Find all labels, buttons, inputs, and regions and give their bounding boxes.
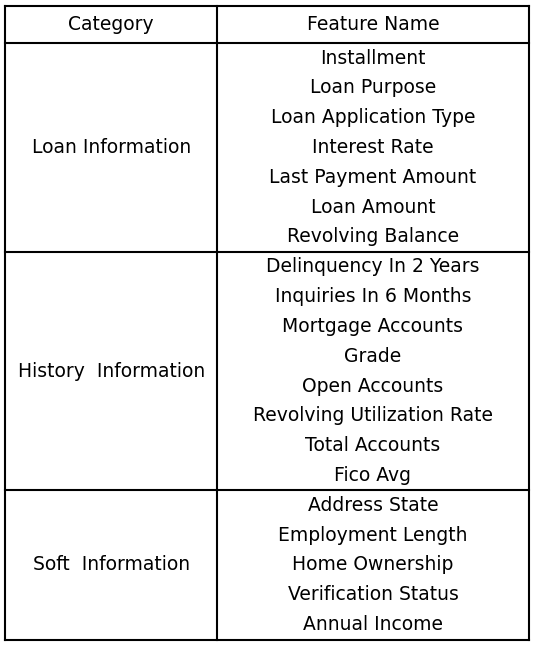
- Text: Delinquency In 2 Years: Delinquency In 2 Years: [266, 257, 480, 276]
- Text: History  Information: History Information: [18, 362, 205, 380]
- Text: Feature Name: Feature Name: [307, 16, 439, 34]
- Text: Loan Purpose: Loan Purpose: [310, 78, 436, 98]
- Text: Revolving Balance: Revolving Balance: [287, 227, 459, 247]
- Text: Verification Status: Verification Status: [287, 585, 458, 604]
- Text: Home Ownership: Home Ownership: [292, 556, 454, 574]
- Text: Open Accounts: Open Accounts: [302, 377, 444, 395]
- Text: Mortgage Accounts: Mortgage Accounts: [282, 317, 464, 336]
- Text: Interest Rate: Interest Rate: [312, 138, 434, 157]
- Text: Installment: Installment: [320, 48, 426, 68]
- Text: Address State: Address State: [308, 496, 438, 515]
- Text: Loan Information: Loan Information: [32, 138, 191, 157]
- Text: Last Payment Amount: Last Payment Amount: [269, 168, 477, 187]
- Text: Fico Avg: Fico Avg: [334, 466, 412, 485]
- Text: Loan Amount: Loan Amount: [311, 198, 435, 216]
- Text: Soft  Information: Soft Information: [33, 556, 190, 574]
- Text: Loan Application Type: Loan Application Type: [271, 109, 475, 127]
- Text: Inquiries In 6 Months: Inquiries In 6 Months: [274, 287, 471, 306]
- Text: Revolving Utilization Rate: Revolving Utilization Rate: [253, 406, 493, 426]
- Text: Total Accounts: Total Accounts: [305, 436, 441, 455]
- Text: Category: Category: [68, 16, 154, 34]
- Text: Annual Income: Annual Income: [303, 615, 443, 634]
- Text: Grade: Grade: [344, 347, 402, 366]
- Text: Employment Length: Employment Length: [278, 526, 468, 545]
